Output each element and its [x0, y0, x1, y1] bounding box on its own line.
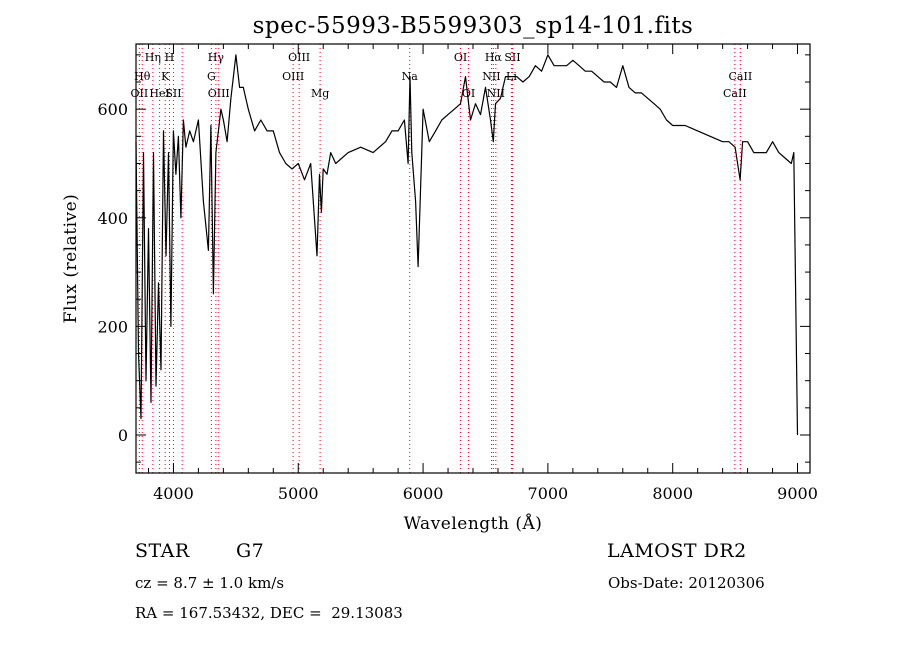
spectral-line-label: OI	[454, 51, 467, 64]
spectral-line-label: OI	[462, 87, 475, 100]
x-tick-label: 6000	[403, 484, 444, 503]
x-tick-label: 5000	[278, 484, 319, 503]
spectral-line-label: CaII	[723, 87, 747, 100]
x-tick-label: 8000	[652, 484, 693, 503]
chart-title: spec-55993-B5599303_sp14-101.fits	[253, 13, 694, 39]
redshift-velocity: cz = 8.7 ± 1.0 km/s	[135, 574, 285, 592]
spectral-line-label: OIII	[208, 87, 230, 100]
spectral-line-label: G	[207, 70, 216, 83]
y-tick-label: 200	[97, 317, 128, 336]
spectral-line-label: OIII	[288, 51, 310, 64]
spectral-line-label: CaII	[729, 70, 753, 83]
spectral-line-label: NII	[487, 87, 505, 100]
sky-coordinates: RA = 167.53432, DEC = 29.13083	[135, 604, 403, 622]
x-tick-label: 9000	[777, 484, 818, 503]
spectral-line-label: Mg	[311, 87, 329, 100]
spectral-line-label: NII	[482, 70, 500, 83]
spectral-line-label: Hγ	[208, 51, 225, 64]
spectral-line-label: Na	[402, 70, 419, 83]
spectral-line-label: SII	[504, 51, 520, 64]
spectral-line-label: OII	[131, 87, 149, 100]
y-tick-label: 400	[97, 209, 128, 228]
observation-date: Obs-Date: 20120306	[608, 574, 765, 592]
spectral-line-label: Hθ	[134, 70, 151, 83]
y-axis-label: Flux (relative)	[61, 194, 81, 324]
spectral-line-label: OIII	[282, 70, 304, 83]
spectral-line-label: H	[165, 51, 175, 64]
x-tick-label: 7000	[528, 484, 569, 503]
x-tick-label: 4000	[153, 484, 194, 503]
y-tick-label: 0	[118, 426, 128, 445]
spectral-line-label: K	[161, 70, 170, 83]
object-subclass: G7	[236, 540, 265, 562]
spectral-line-label: HeI	[149, 87, 169, 100]
spectrum-line	[135, 54, 799, 436]
spectral-line-label: Hη	[145, 51, 161, 64]
y-tick-label: 600	[97, 100, 128, 119]
spectral-line-label: SII	[165, 87, 181, 100]
x-axis-label: Wavelength (Å)	[404, 513, 543, 534]
spectral-line-label: Hα	[485, 51, 503, 64]
object-class: STAR	[135, 540, 190, 562]
survey-label: LAMOST DR2	[607, 540, 747, 562]
spectral-line-label: Li	[506, 70, 517, 83]
plot-frame	[135, 43, 811, 474]
